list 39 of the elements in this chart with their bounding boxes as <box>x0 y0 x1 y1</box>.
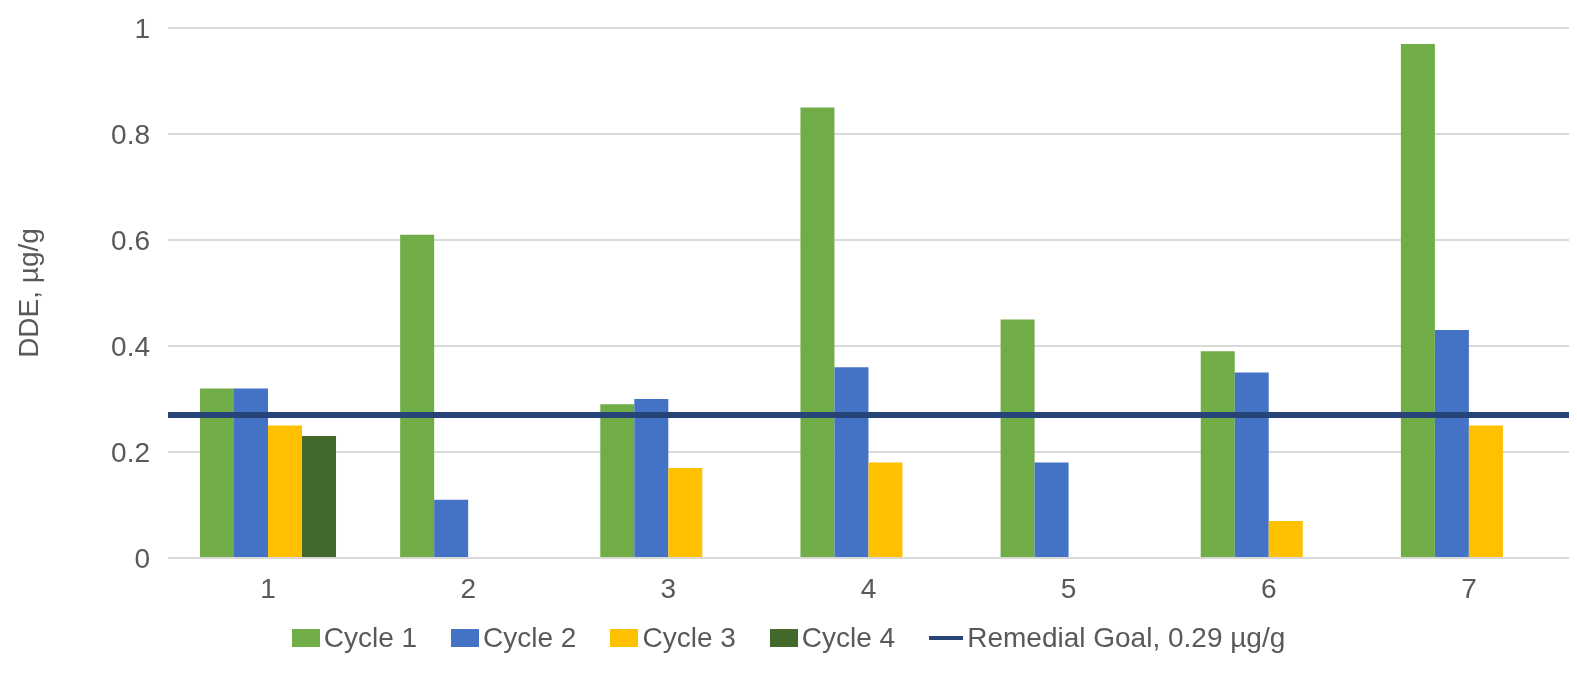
x-tick-label: 7 <box>1461 572 1477 604</box>
y-tick-label: 1 <box>134 12 150 44</box>
legend-label: Cycle 3 <box>642 622 736 654</box>
y-tick-label: 0.2 <box>111 436 150 468</box>
bar <box>1434 330 1469 558</box>
bar <box>668 467 703 558</box>
y-tick-label: 0 <box>134 542 150 574</box>
x-tick-label: 6 <box>1261 572 1277 604</box>
bar <box>1400 43 1435 558</box>
bar <box>600 404 635 558</box>
bar <box>834 367 869 558</box>
bar <box>634 399 669 558</box>
y-tick-label: 0.4 <box>111 330 150 362</box>
bar <box>302 436 337 558</box>
bar <box>1200 351 1235 558</box>
bar <box>1234 372 1269 558</box>
legend-label: Remedial Goal, 0.29 µg/g <box>967 622 1286 654</box>
x-tick-label: 5 <box>1060 572 1077 604</box>
bar <box>1268 520 1303 558</box>
bar <box>1034 462 1069 558</box>
bar <box>1468 425 1503 558</box>
bar <box>800 107 835 558</box>
legend-label: Cycle 4 <box>801 622 896 654</box>
y-axis-title: DDE, µg/g <box>12 228 44 358</box>
x-tick-label: 1 <box>260 572 276 604</box>
x-tick-label: 2 <box>460 572 476 604</box>
bar <box>268 425 303 558</box>
bar <box>434 499 469 558</box>
x-tick-label: 3 <box>660 572 677 604</box>
x-tick-label: 4 <box>860 572 877 604</box>
bar <box>200 388 235 558</box>
legend-label: Cycle 1 <box>323 622 418 654</box>
bar <box>1000 319 1035 558</box>
legend-label: Cycle 2 <box>483 622 577 654</box>
bar <box>868 462 903 558</box>
bar <box>234 388 269 558</box>
bar <box>400 234 435 558</box>
y-tick-label: 0.6 <box>111 224 150 256</box>
y-tick-label: 0.8 <box>111 118 150 150</box>
